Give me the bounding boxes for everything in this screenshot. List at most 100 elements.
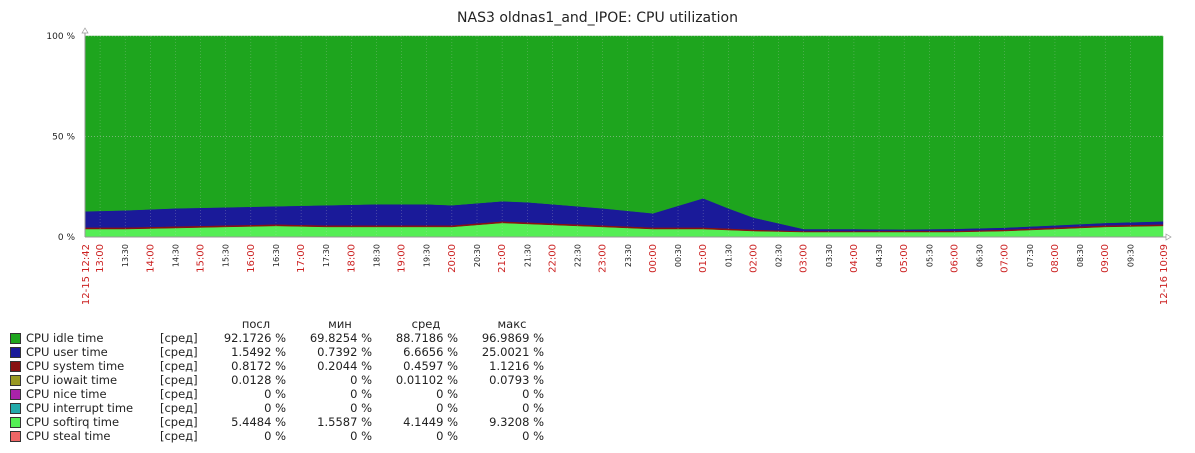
legend-header-max: макс bbox=[497, 317, 527, 331]
legend-last-value: 0 % bbox=[264, 401, 286, 415]
x-tick-label: 08:00 bbox=[1050, 244, 1061, 273]
legend-aggregate: [сред] bbox=[160, 401, 198, 415]
legend-aggregate: [сред] bbox=[160, 373, 198, 387]
legend-aggregate: [сред] bbox=[160, 331, 198, 345]
legend-last-value: 0 % bbox=[264, 429, 286, 443]
legend-swatch bbox=[10, 333, 21, 344]
legend-min-value: 0.7392 % bbox=[317, 345, 372, 359]
x-axis: 12-15 12:42 13:00 13:30 14:00 14:30 15:00 15:3… bbox=[81, 244, 1170, 305]
legend-max-value: 25.0021 % bbox=[481, 345, 544, 359]
x-tick-label: 21:00 bbox=[497, 244, 508, 273]
legend-series-name: CPU iowait time bbox=[26, 373, 118, 387]
x-tick-label: 08:30 bbox=[1076, 244, 1085, 267]
x-tick-label: 04:00 bbox=[849, 244, 860, 273]
x-tick-label: 18:00 bbox=[346, 244, 357, 273]
legend-avg-value: 0.01102 % bbox=[395, 373, 458, 387]
legend-min-value: 0 % bbox=[350, 387, 372, 401]
x-tick-label: 15:00 bbox=[196, 244, 207, 273]
x-tick-label: 22:30 bbox=[574, 244, 583, 267]
x-tick-label: 00:30 bbox=[674, 244, 683, 267]
x-tick-label: 18:30 bbox=[372, 244, 381, 267]
x-tick-label: 01:30 bbox=[724, 244, 733, 267]
x-tick-label: 05:00 bbox=[899, 244, 910, 273]
legend-max-value: 96.9869 % bbox=[481, 331, 544, 345]
x-tick-label: 16:00 bbox=[246, 244, 257, 273]
grid-lines bbox=[81, 27, 1172, 241]
legend-aggregate: [сред] bbox=[160, 359, 198, 373]
legend-swatch bbox=[10, 417, 21, 428]
x-tick-label: 14:30 bbox=[171, 244, 180, 267]
legend-min-value: 69.8254 % bbox=[309, 331, 372, 345]
legend-series-name: CPU nice time bbox=[26, 387, 107, 401]
area-cpu-idle-time bbox=[84, 35, 1164, 230]
x-tick-label: 06:00 bbox=[949, 244, 960, 273]
x-tick-label: 05:30 bbox=[925, 244, 934, 267]
legend-swatch bbox=[10, 347, 21, 358]
x-tick-label: 01:00 bbox=[698, 244, 709, 273]
legend-last-value: 1.5492 % bbox=[231, 345, 286, 359]
legend-swatch bbox=[10, 389, 21, 400]
legend-max-value: 0.0793 % bbox=[489, 373, 544, 387]
x-tick-label: 15:30 bbox=[222, 244, 231, 267]
y-tick-label: 100 % bbox=[46, 32, 75, 42]
y-tick-label: 50 % bbox=[52, 133, 75, 143]
x-tick-label: 13:30 bbox=[121, 244, 130, 267]
legend-last-value: 0.0128 % bbox=[231, 373, 286, 387]
legend-header-last: посл bbox=[241, 317, 271, 331]
legend-max-value: 9.3208 % bbox=[489, 415, 544, 429]
x-tick-label: 16:30 bbox=[272, 244, 281, 267]
legend-series-name: CPU user time bbox=[26, 345, 108, 359]
x-end-label: 12-16 10:09 bbox=[1159, 244, 1170, 305]
legend-max-value: 1.1216 % bbox=[489, 359, 544, 373]
legend-avg-value: 6.6656 % bbox=[403, 345, 458, 359]
legend-avg-value: 88.7186 % bbox=[395, 331, 458, 345]
x-tick-label: 19:30 bbox=[423, 244, 432, 267]
legend-header-min: мин bbox=[328, 317, 352, 331]
legend-avg-value: 4.1449 % bbox=[403, 415, 458, 429]
legend-series-name: CPU interrupt time bbox=[26, 401, 134, 415]
legend-min-value: 0 % bbox=[350, 401, 372, 415]
legend-aggregate: [сред] bbox=[160, 415, 198, 429]
y-axis-arrow-icon bbox=[81, 27, 89, 34]
x-tick-label: 02:30 bbox=[775, 244, 784, 267]
legend-series-name: CPU idle time bbox=[26, 331, 104, 345]
x-tick-label: 17:30 bbox=[322, 244, 331, 267]
x-tick-label: 09:00 bbox=[1100, 244, 1111, 273]
legend-last-value: 0 % bbox=[264, 387, 286, 401]
x-tick-label: 00:00 bbox=[648, 244, 659, 273]
cpu-utilization-chart: 0 %50 %100 % 12-15 12:42 13:00 13:30 14:00 1… bbox=[46, 27, 1172, 305]
x-tick-label: 20:00 bbox=[447, 244, 458, 273]
x-tick-label: 22:00 bbox=[547, 244, 558, 273]
x-tick-label: 23:30 bbox=[624, 244, 633, 267]
y-tick-label: 0 % bbox=[58, 233, 76, 243]
legend-last-value: 0.8172 % bbox=[231, 359, 286, 373]
legend-aggregate: [сред] bbox=[160, 345, 198, 359]
legend-avg-value: 0 % bbox=[436, 401, 458, 415]
legend-max-value: 0 % bbox=[522, 401, 544, 415]
x-tick-label: 03:30 bbox=[825, 244, 834, 267]
legend-aggregate: [сред] bbox=[160, 429, 198, 443]
x-tick-label: 14:00 bbox=[145, 244, 156, 273]
x-start-label: 12-15 12:42 bbox=[81, 244, 92, 305]
legend-series-name: CPU system time bbox=[26, 359, 125, 373]
chart-title: NAS3 oldnas1_and_IPOE: CPU utilization bbox=[457, 10, 738, 26]
legend-min-value: 1.5587 % bbox=[317, 415, 372, 429]
x-tick-label: 04:30 bbox=[875, 244, 884, 267]
legend-last-value: 92.1726 % bbox=[223, 331, 286, 345]
x-tick-label: 03:00 bbox=[799, 244, 810, 273]
y-axis: 0 % 50 % 100 % bbox=[46, 32, 75, 243]
series-areas bbox=[84, 35, 1164, 238]
legend-series-name: CPU steal time bbox=[26, 429, 111, 443]
x-tick-label: 06:30 bbox=[976, 244, 985, 267]
legend-header-avg: сред bbox=[411, 317, 441, 331]
legend-min-value: 0 % bbox=[350, 429, 372, 443]
legend-last-value: 5.4484 % bbox=[231, 415, 286, 429]
x-tick-label: 23:00 bbox=[598, 244, 609, 273]
legend-swatch bbox=[10, 375, 21, 386]
x-tick-label: 20:30 bbox=[473, 244, 482, 267]
x-tick-label: 13:00 bbox=[95, 244, 106, 273]
legend-swatch bbox=[10, 431, 21, 442]
x-tick-label: 07:00 bbox=[1000, 244, 1011, 273]
x-tick-label: 07:30 bbox=[1026, 244, 1035, 267]
legend-min-value: 0.2044 % bbox=[317, 359, 372, 373]
